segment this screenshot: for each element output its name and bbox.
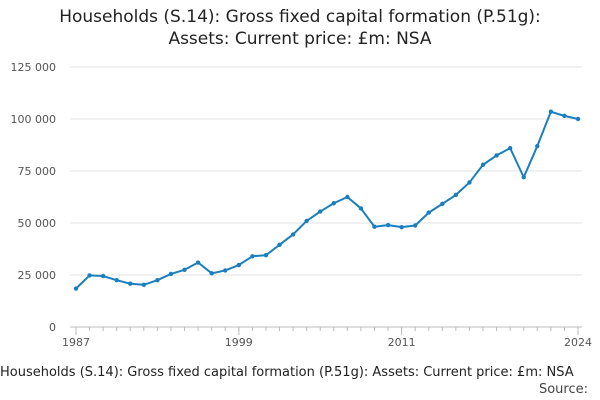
data-point[interactable] — [73, 286, 79, 291]
data-point[interactable] — [426, 210, 431, 215]
data-point[interactable] — [372, 224, 377, 229]
data-point[interactable] — [440, 201, 445, 207]
data-point[interactable] — [331, 201, 336, 206]
data-point[interactable] — [209, 271, 214, 276]
x-tick-label: 1987 — [62, 336, 90, 349]
data-point[interactable] — [412, 223, 418, 228]
data-point[interactable] — [182, 267, 187, 272]
footer-source: Source: — [538, 382, 588, 397]
data-point[interactable] — [535, 143, 540, 149]
data-point[interactable] — [114, 278, 119, 283]
data-point[interactable] — [548, 109, 554, 114]
data-point[interactable] — [507, 145, 513, 151]
chart-title-line-1: Households (S.14): Gross fixed capital f… — [59, 7, 541, 27]
data-point[interactable] — [290, 232, 296, 237]
x-tick-label: 1999 — [225, 336, 253, 349]
y-tick-label: 75 000 — [18, 165, 57, 178]
data-point[interactable] — [195, 260, 201, 265]
data-point[interactable] — [223, 268, 228, 273]
data-point[interactable] — [575, 116, 581, 122]
axes — [70, 326, 582, 335]
y-tick-label: 25 000 — [18, 269, 57, 282]
y-tick-label: 0 — [49, 321, 56, 334]
data-point[interactable] — [562, 113, 567, 119]
x-tick-label: 2011 — [388, 336, 416, 349]
y-tick-label: 50 000 — [18, 217, 57, 230]
data-point[interactable] — [100, 273, 106, 279]
x-tick-label: 2024 — [564, 336, 592, 349]
data-point[interactable] — [128, 281, 133, 286]
data-point[interactable] — [467, 180, 472, 185]
data-point[interactable] — [155, 278, 160, 283]
data-point[interactable] — [304, 218, 309, 224]
data-point[interactable] — [399, 224, 404, 230]
grid-lines — [70, 66, 582, 276]
x-tick-labels: 1987 1999 2011 2024 — [62, 336, 592, 349]
data-point[interactable] — [494, 153, 499, 158]
data-point[interactable] — [521, 175, 526, 180]
data-point[interactable] — [236, 262, 242, 268]
data-point[interactable] — [358, 206, 364, 211]
data-point[interactable] — [480, 162, 486, 167]
data-point[interactable] — [250, 254, 255, 259]
data-point[interactable] — [318, 209, 323, 214]
data-point[interactable] — [345, 194, 350, 200]
y-tick-label: 100 000 — [11, 113, 57, 126]
data-point[interactable] — [277, 242, 282, 248]
data-point[interactable] — [385, 222, 391, 228]
data-point[interactable] — [453, 192, 459, 198]
data-point[interactable] — [141, 282, 147, 287]
data-point[interactable] — [168, 271, 174, 277]
y-tick-label: 125 000 — [11, 61, 57, 74]
series-line — [75, 110, 579, 290]
data-point[interactable] — [87, 273, 92, 278]
y-tick-labels: 0 25 000 50 000 75 000 100 000 125 000 — [11, 61, 57, 334]
chart-title: Households (S.14): Gross fixed capital f… — [0, 6, 600, 50]
footer-caption: Households (S.14): Gross fixed capital f… — [0, 365, 574, 380]
chart-title-line-2: Assets: Current price: £m: NSA — [168, 29, 432, 49]
series-layer — [73, 109, 581, 291]
data-point[interactable] — [263, 253, 269, 258]
